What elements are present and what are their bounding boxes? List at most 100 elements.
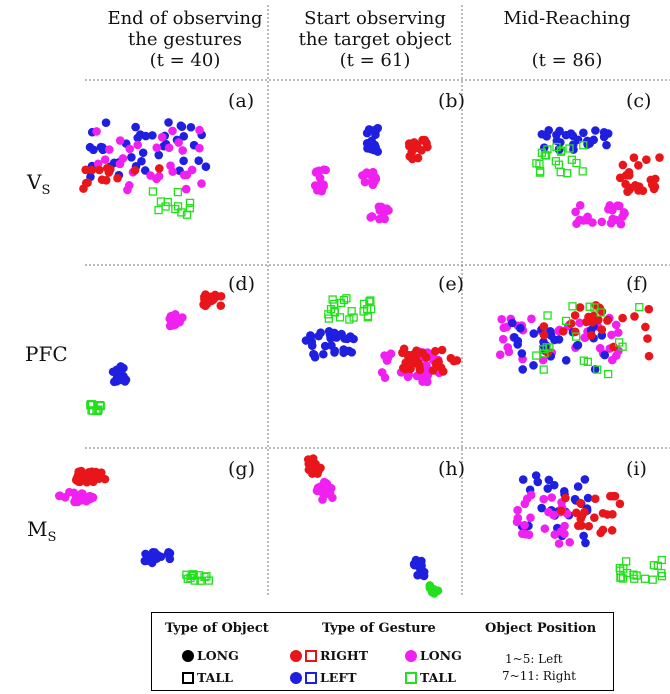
sample-marker — [621, 171, 631, 180]
sample-marker — [371, 142, 380, 152]
sample-marker — [349, 334, 358, 344]
sample-marker — [87, 165, 97, 175]
sample-marker — [568, 302, 577, 311]
sample-marker — [359, 170, 369, 180]
sample-marker — [182, 170, 192, 180]
sample-marker — [349, 313, 358, 322]
sample-marker — [81, 165, 90, 175]
sample-marker — [532, 159, 541, 168]
sample-marker — [596, 528, 605, 538]
sample-marker — [554, 160, 563, 169]
sample-marker — [308, 468, 318, 477]
sample-marker — [81, 178, 91, 188]
sample-marker — [648, 575, 657, 584]
sample-marker — [345, 315, 354, 324]
sample-marker — [539, 494, 549, 504]
sample-marker — [380, 214, 389, 224]
sample-marker — [363, 311, 373, 321]
sample-marker — [537, 503, 546, 513]
sample-marker — [591, 126, 600, 135]
sample-marker — [634, 186, 643, 195]
sample-marker — [101, 118, 111, 128]
sample-marker — [118, 154, 128, 163]
sample-marker — [335, 313, 345, 322]
cluster-tall — [148, 187, 195, 219]
sample-marker — [316, 328, 325, 337]
legend-position-left: 1~5: Left — [505, 652, 563, 666]
sample-marker — [179, 156, 188, 166]
sample-marker — [375, 206, 385, 215]
sample-marker — [565, 144, 574, 153]
cluster-long — [366, 202, 393, 224]
sample-marker — [360, 177, 370, 187]
sample-marker — [411, 143, 421, 153]
open-square-icon — [182, 671, 194, 684]
sample-marker — [137, 156, 146, 166]
cluster-left — [362, 123, 383, 156]
cluster-tall — [532, 302, 644, 379]
sample-marker — [545, 326, 555, 336]
cluster-tall — [615, 555, 667, 584]
sample-marker — [549, 480, 559, 490]
sample-marker — [522, 494, 532, 504]
sample-marker — [596, 308, 605, 317]
sample-marker — [575, 318, 585, 328]
cluster-right — [556, 491, 625, 538]
sample-marker — [635, 302, 644, 312]
sample-marker — [543, 311, 552, 320]
sample-marker — [579, 141, 588, 150]
sample-marker — [649, 561, 659, 570]
sample-marker — [579, 531, 588, 541]
red-square-icon — [305, 649, 317, 662]
legend-label-left: LEFT — [320, 670, 357, 685]
sample-marker — [324, 314, 334, 323]
sample-marker — [328, 295, 337, 304]
sample-marker — [512, 517, 522, 527]
sample-marker — [178, 313, 187, 322]
sample-marker — [618, 212, 627, 221]
sample-marker — [556, 506, 566, 516]
sample-marker — [576, 498, 585, 508]
sample-marker — [363, 143, 372, 153]
sample-marker — [437, 345, 447, 355]
sample-marker — [330, 328, 339, 338]
sample-marker — [161, 202, 170, 211]
blue-circle-icon — [290, 671, 302, 684]
sample-marker — [612, 351, 621, 360]
sample-marker — [550, 530, 560, 539]
sample-marker — [572, 332, 581, 341]
sample-marker — [382, 356, 392, 365]
sample-marker — [82, 477, 92, 487]
sample-marker — [516, 323, 525, 333]
sample-marker — [142, 556, 152, 566]
sample-marker — [526, 513, 535, 523]
row-label-ms: MS — [27, 517, 57, 545]
sample-marker — [377, 368, 387, 377]
sample-marker — [314, 483, 323, 492]
sample-marker — [152, 143, 162, 153]
sample-marker — [186, 122, 196, 132]
sample-marker — [330, 348, 339, 357]
sample-marker — [179, 132, 189, 141]
cluster-left — [301, 326, 358, 362]
sample-marker — [641, 322, 650, 332]
sample-marker — [163, 197, 172, 207]
sample-marker — [572, 508, 581, 518]
sample-marker — [599, 132, 609, 142]
sample-marker — [520, 520, 529, 530]
sample-marker — [324, 310, 333, 319]
sample-marker — [124, 181, 134, 190]
sample-marker — [518, 475, 528, 484]
sample-marker — [566, 129, 576, 138]
sample-marker — [646, 175, 656, 185]
sample-marker — [116, 369, 126, 378]
sample-marker — [195, 143, 204, 153]
sample-marker — [138, 148, 148, 158]
sample-marker — [154, 150, 164, 160]
sample-marker — [563, 169, 572, 178]
sample-marker — [565, 537, 575, 547]
sample-marker — [517, 349, 527, 358]
sample-marker — [611, 320, 621, 330]
sample-marker — [640, 574, 650, 583]
sample-marker — [531, 471, 541, 480]
